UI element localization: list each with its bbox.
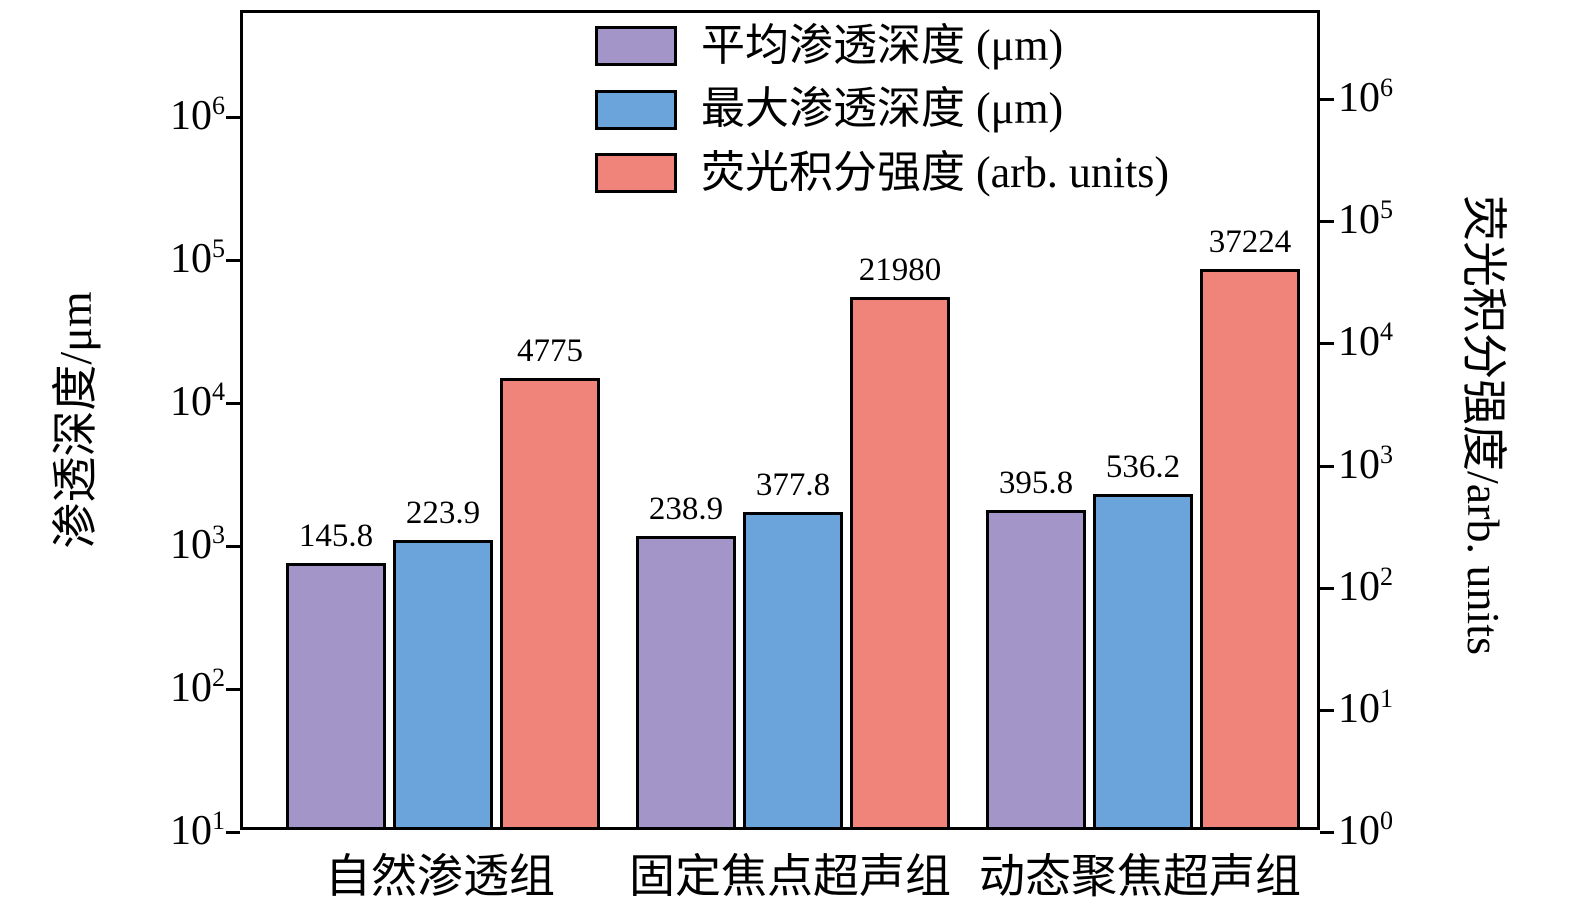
left-axis-tick-label: 102 (169, 663, 225, 711)
bar-0-2 (986, 509, 1086, 827)
bar-value-label: 145.8 (298, 517, 374, 554)
bar-value-label: 536.2 (1105, 448, 1181, 485)
right-axis-tick (1320, 586, 1334, 590)
right-axis-tick-label: 101 (1338, 683, 1394, 732)
bar-0-0 (286, 562, 386, 827)
left-axis-tick (226, 688, 240, 691)
bar-1-2 (1093, 493, 1193, 827)
bar-2-1 (850, 296, 950, 827)
legend-swatch (595, 89, 677, 130)
left-axis-tick-label: 104 (169, 377, 225, 425)
legend-swatch (595, 152, 677, 193)
legend-label: 最大渗透深度 (μm) (701, 84, 1064, 134)
right-axis-tick (1320, 708, 1334, 712)
legend-item: 最大渗透深度 (μm) (595, 84, 1169, 134)
x-tick-label: 固定焦点超声组 (629, 851, 951, 902)
right-axis-tick-label: 100 (1338, 806, 1394, 854)
right-axis-tick (1320, 831, 1334, 834)
right-axis-tick-label: 102 (1338, 561, 1394, 610)
right-axis-tick (1320, 98, 1334, 101)
bar-value-label: 37224 (1208, 223, 1292, 260)
right-axis-tick-label: 104 (1338, 317, 1394, 366)
bar-0-1 (636, 536, 736, 827)
legend-swatch (595, 26, 677, 67)
right-axis-tick-label: 103 (1338, 439, 1394, 488)
left-axis-tick (226, 545, 240, 548)
right-axis-tick (1320, 342, 1334, 346)
x-tick-label: 自然渗透组 (325, 851, 555, 902)
right-axis-tick (1320, 220, 1334, 224)
bar-1-1 (743, 512, 843, 827)
left-axis-tick (226, 116, 240, 119)
right-axis-tick-label: 105 (1338, 195, 1394, 244)
bar-value-label: 395.8 (998, 464, 1074, 501)
x-tick-label: 动态聚焦超声组 (979, 851, 1301, 902)
legend-label: 荧光积分强度 (arb. units) (701, 147, 1170, 197)
bar-value-label: 238.9 (648, 491, 724, 528)
bar-2-2 (1200, 268, 1300, 827)
bar-2-0 (500, 377, 600, 827)
left-axis-tick (226, 259, 240, 262)
legend-label: 平均渗透深度 (μm) (701, 21, 1064, 70)
bar-value-label: 377.8 (755, 467, 831, 504)
left-axis-tick (226, 402, 240, 405)
bar-1-0 (393, 539, 493, 827)
plot-area: 145.8 238.9 395.8 223.9 377.8 536.2 4775 21980 3… (226, 10, 1334, 834)
left-axis-tick-label: 106 (169, 91, 225, 139)
left-axis-tick-label: 103 (169, 520, 225, 568)
left-axis-tick (226, 831, 240, 834)
legend: 平均渗透深度 (μm) 最大渗透深度 (μm) 荧光积分强度 (arb. units… (595, 21, 1170, 197)
bar-value-label: 223.9 (405, 494, 481, 531)
right-axis-tick-label: 106 (1338, 73, 1394, 121)
legend-item: 荧光积分强度 (arb. units) (595, 147, 1170, 197)
right-axis-tick (1320, 464, 1334, 468)
legend-item: 平均渗透深度 (μm) (595, 21, 1169, 70)
bar-value-label: 4775 (517, 332, 583, 369)
bar-value-label: 21980 (858, 251, 942, 288)
left-axis-tick-label: 101 (169, 806, 225, 854)
left-axis-tick-label: 105 (169, 234, 225, 282)
